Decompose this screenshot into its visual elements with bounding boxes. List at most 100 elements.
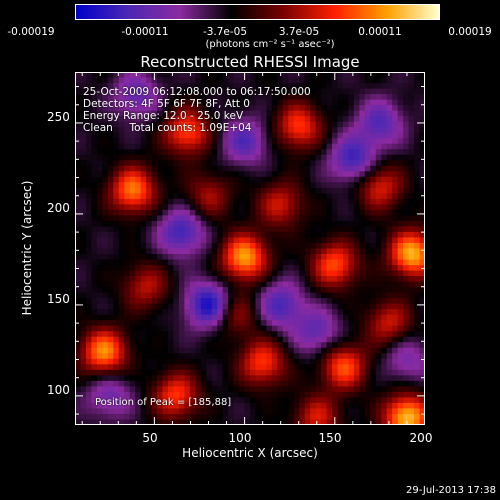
heatmap-cell [167,220,175,228]
heatmap-cell [255,154,262,161]
heatmap-cell [266,138,273,145]
heatmap-cell [250,187,257,194]
heatmap-cell [271,110,278,117]
heatmap-cell [80,287,87,294]
heatmap-cell [162,143,169,150]
heatmap-cell [375,391,382,399]
heatmap-cell [222,121,229,128]
heatmap-cell [288,303,295,310]
heatmap-cell [107,292,114,299]
heatmap-cell [222,347,229,354]
heatmap-cell [244,292,251,299]
heatmap-cell [124,209,131,217]
heatmap-cell [304,358,311,365]
heatmap-cell [403,375,410,382]
heatmap-cell [80,143,87,150]
heatmap-cell [403,386,410,393]
heatmap-cell [271,413,278,421]
heatmap-cell [124,402,131,410]
heatmap-cell [228,88,235,95]
heatmap-cell [244,176,251,183]
heatmap-cell [353,215,360,222]
heatmap-cell [353,248,360,255]
heatmap-cell [206,165,213,172]
heatmap-cell [244,132,251,139]
heatmap-cell [244,99,251,106]
heatmap-cell [206,303,213,310]
heatmap-cell [375,94,382,101]
heatmap-cell [299,292,306,299]
heatmap-cell [113,193,120,200]
heatmap-cell [244,182,251,189]
heatmap-cell [250,193,257,200]
heatmap-cell [364,215,371,222]
heatmap-cell [337,160,344,167]
heatmap-cell [162,380,169,387]
heatmap-cell [386,116,393,123]
heatmap-cell [271,336,278,343]
heatmap-cell [162,292,169,299]
heatmap-cell [85,358,93,365]
heatmap-cell [392,298,399,305]
heatmap-cell [178,209,185,217]
heatmap-cell [222,391,229,399]
heatmap-cell [359,369,366,376]
heatmap-cell [85,105,93,112]
heatmap-cell [228,320,235,327]
heatmap-cell [157,220,164,228]
heatmap-cell [75,215,82,222]
heatmap-cell [157,226,164,233]
heatmap-cell [381,265,388,272]
heatmap-cell [414,276,421,283]
heatmap-cell [228,375,235,382]
heatmap-cell [266,402,273,410]
heatmap-cell [277,281,284,288]
heatmap-cell [408,386,415,393]
heatmap-cell [397,353,404,360]
heatmap-cell [146,143,153,150]
heatmap-cell [129,347,136,354]
heatmap-cell [178,204,185,211]
heatmap-cell [206,105,213,112]
heatmap-cell [222,204,229,211]
heatmap-cell [304,99,311,106]
heatmap-cell [408,380,415,387]
heatmap-cell [96,176,103,183]
heatmap-cell [375,347,382,354]
heatmap-cell [85,331,93,338]
heatmap-cell [228,331,235,338]
heatmap-cell [414,237,421,244]
heatmap-cell [293,165,300,172]
heatmap-cell [260,413,268,421]
heatmap-cell [293,121,300,128]
heatmap-cell [364,342,371,349]
heatmap-cell [326,276,333,283]
heatmap-cell [118,265,125,272]
heatmap-cell [321,198,328,205]
heatmap-cell [233,127,240,134]
heatmap-cell [315,176,322,183]
heatmap-cell [370,231,377,239]
heatmap-cell [403,309,410,316]
heatmap-cell [260,331,268,338]
heatmap-cell [326,259,333,266]
heatmap-cell [271,331,278,338]
heatmap-cell [315,254,322,261]
heatmap-cell [266,143,273,150]
heatmap-cell [250,77,257,84]
heatmap-cell [91,143,98,150]
heatmap-cell [386,287,393,294]
heatmap-cell [91,265,98,272]
heatmap-cell [260,237,268,244]
heatmap-cell [85,94,93,101]
heatmap-cell [397,402,404,410]
heatmap-cell [403,209,410,217]
heatmap-cell [288,99,295,106]
heatmap-cell [118,160,125,167]
heatmap-cell [211,105,218,112]
heatmap-cell [233,364,240,371]
heatmap-cell [206,149,213,156]
heatmap-cell [222,132,229,139]
heatmap-cell [392,292,399,299]
heatmap-cell [102,171,109,178]
